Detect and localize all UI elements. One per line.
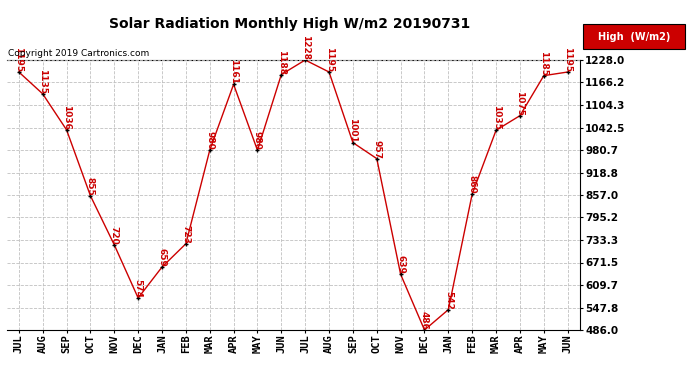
Point <box>491 127 502 133</box>
Text: 723: 723 <box>181 225 190 244</box>
Text: High  (W/m2): High (W/m2) <box>598 32 670 42</box>
Point <box>419 327 430 333</box>
Point <box>204 147 215 153</box>
Point <box>299 57 310 63</box>
Point <box>347 140 358 146</box>
Point <box>538 73 549 79</box>
Text: 1195: 1195 <box>324 47 333 72</box>
Text: 542: 542 <box>444 291 453 310</box>
Text: 957: 957 <box>373 140 382 159</box>
Point <box>562 69 573 75</box>
Point <box>515 112 526 118</box>
Point <box>395 272 406 278</box>
Point <box>37 91 48 97</box>
Text: 855: 855 <box>86 177 95 196</box>
Text: 1188: 1188 <box>277 50 286 75</box>
Text: 1036: 1036 <box>62 105 71 130</box>
Point <box>157 264 168 270</box>
Point <box>180 241 191 247</box>
Text: 486: 486 <box>420 311 429 330</box>
Text: 1161: 1161 <box>229 59 238 84</box>
Point <box>61 127 72 133</box>
Point <box>276 72 287 78</box>
Point <box>13 69 24 75</box>
Point <box>132 295 144 301</box>
Point <box>109 242 120 248</box>
Point <box>85 193 96 199</box>
Point <box>371 156 382 162</box>
Text: 720: 720 <box>110 226 119 245</box>
Text: 1185: 1185 <box>540 51 549 76</box>
Text: Solar Radiation Monthly High W/m2 20190731: Solar Radiation Monthly High W/m2 201907… <box>109 17 471 31</box>
Point <box>443 307 454 313</box>
Text: 1195: 1195 <box>563 47 572 72</box>
Text: 659: 659 <box>157 248 166 267</box>
Point <box>324 69 335 75</box>
Text: 574: 574 <box>134 279 143 298</box>
Text: 1035: 1035 <box>491 105 500 130</box>
Point <box>228 81 239 87</box>
Text: 1075: 1075 <box>515 91 524 116</box>
Text: Copyright 2019 Cartronics.com: Copyright 2019 Cartronics.com <box>8 49 150 58</box>
Text: 1001: 1001 <box>348 118 357 142</box>
Text: 1228: 1228 <box>301 35 310 60</box>
Text: 860: 860 <box>468 175 477 194</box>
Text: 639: 639 <box>396 255 405 274</box>
Text: 1135: 1135 <box>38 69 47 94</box>
Text: 980: 980 <box>253 132 262 150</box>
Point <box>252 147 263 153</box>
Point <box>466 191 477 197</box>
Text: 980: 980 <box>205 132 214 150</box>
Text: 1195: 1195 <box>14 47 23 72</box>
